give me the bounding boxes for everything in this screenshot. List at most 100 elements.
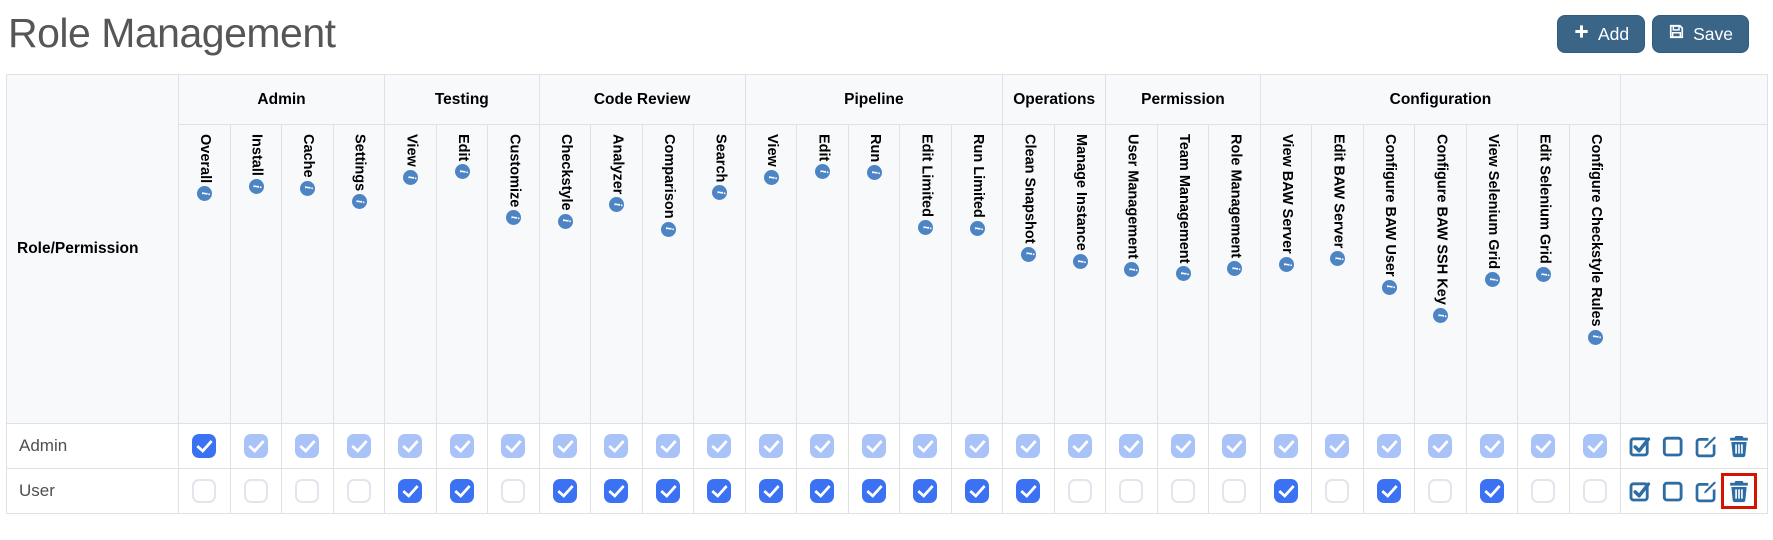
info-icon[interactable]: i [712, 185, 728, 201]
checkbox-unchecked-install[interactable] [243, 479, 268, 503]
info-icon[interactable]: i [1021, 246, 1037, 262]
toolbar: Add Save [1556, 15, 1749, 53]
permission-cell [1362, 468, 1416, 514]
check-all-check-square-icon[interactable] [1628, 434, 1652, 458]
column-label: Installi [248, 134, 265, 194]
column-label: Overalli [196, 134, 213, 202]
info-icon[interactable]: i [815, 164, 831, 180]
checkbox-unchecked-settings[interactable] [346, 479, 371, 503]
edit-pencil-square-icon[interactable] [1694, 479, 1718, 503]
checkbox-checked-analyzer[interactable] [604, 479, 629, 503]
edit-pencil-square-icon[interactable] [1694, 434, 1718, 458]
checkbox-unchecked-customize[interactable] [501, 479, 526, 503]
checkbox-checked-edit[interactable] [449, 479, 474, 503]
checkbox-unchecked-cache[interactable] [295, 479, 320, 503]
permission-cell [641, 423, 695, 469]
checkbox-checked-view-selenium-grid[interactable] [1479, 479, 1504, 503]
checkbox-checked-run [861, 434, 886, 458]
row-actions [1620, 468, 1769, 514]
info-icon[interactable]: i [1433, 307, 1449, 323]
checkbox-checked-view[interactable] [758, 479, 783, 503]
checkbox-checked-view-baw-server[interactable] [1273, 479, 1298, 503]
checkbox-checked-view[interactable] [398, 479, 423, 503]
permission-cell [1053, 423, 1107, 469]
checkbox-checked-edit-limited[interactable] [913, 479, 938, 503]
info-icon[interactable]: i [1072, 253, 1088, 269]
checkbox-checked-overall[interactable] [192, 434, 217, 458]
info-icon[interactable]: i [506, 210, 522, 226]
permission-cell [281, 468, 334, 514]
checkbox-checked-run-limited[interactable] [964, 479, 989, 503]
info-icon[interactable]: i [557, 213, 573, 229]
checkbox-checked-edit[interactable] [810, 479, 835, 503]
info-icon[interactable]: i [300, 180, 316, 196]
checkbox-checked-view-baw-server [1273, 434, 1298, 458]
info-icon[interactable]: i [197, 186, 213, 202]
check-all-check-square-icon[interactable] [1628, 479, 1652, 503]
info-icon[interactable]: i [969, 220, 985, 236]
checkbox-unchecked-role-management[interactable] [1222, 479, 1247, 503]
permission-cell [1105, 468, 1158, 514]
info-icon[interactable]: i [609, 197, 625, 213]
checkbox-unchecked-user-management[interactable] [1119, 479, 1144, 503]
checkbox-unchecked-overall[interactable] [192, 479, 217, 503]
info-icon[interactable]: i [763, 169, 779, 185]
column-label: Configure BAW SSH Keyi [1432, 134, 1449, 323]
delete-trash-icon[interactable] [1727, 434, 1751, 458]
column-header-user-management: User Managementi [1105, 124, 1158, 424]
column-label: Cachei [299, 134, 316, 196]
delete-trash-icon[interactable] [1721, 473, 1758, 509]
info-icon[interactable]: i [1124, 261, 1140, 277]
uncheck-all-square-icon[interactable] [1661, 479, 1685, 503]
info-icon[interactable]: i [1278, 256, 1294, 272]
permission-cell [538, 468, 592, 514]
checkbox-checked-checkstyle[interactable] [552, 479, 577, 503]
column-label: Role Managementi [1226, 134, 1243, 277]
checkbox-checked-configure-baw-ssh-key [1428, 434, 1453, 458]
info-icon[interactable]: i [1536, 266, 1552, 282]
permission-cell [847, 468, 901, 514]
permission-cell [590, 468, 643, 514]
save-button[interactable]: Save [1652, 15, 1749, 53]
checkbox-unchecked-configure-baw-ssh-key[interactable] [1428, 479, 1453, 503]
info-icon[interactable]: i [454, 164, 470, 180]
permission-cell [1002, 423, 1055, 469]
checkbox-checked-clean-snapshot[interactable] [1016, 479, 1041, 503]
column-label: Run Limitedi [969, 134, 986, 236]
info-icon[interactable]: i [1381, 279, 1397, 295]
column-label: Settingsi [351, 134, 368, 210]
group-header-operations: Operations [1002, 74, 1107, 125]
info-icon[interactable]: i [1587, 329, 1603, 345]
checkbox-checked-run[interactable] [861, 479, 886, 503]
info-icon[interactable]: i [403, 169, 419, 185]
checkbox-checked-role-management [1222, 434, 1247, 458]
checkbox-unchecked-configure-checkstyle-rules[interactable] [1582, 479, 1607, 503]
info-icon[interactable]: i [866, 165, 882, 181]
uncheck-all-square-icon[interactable] [1661, 434, 1685, 458]
info-icon[interactable]: i [1330, 251, 1346, 267]
info-icon[interactable]: i [1175, 266, 1191, 282]
checkbox-unchecked-edit-selenium-grid[interactable] [1531, 479, 1556, 503]
corner-label: Role/Permission [6, 74, 179, 424]
info-icon[interactable]: i [351, 194, 367, 210]
info-icon[interactable]: i [248, 178, 264, 194]
checkbox-checked-customize [501, 434, 526, 458]
column-header-role-management: Role Managementi [1208, 124, 1261, 424]
info-icon[interactable]: i [1484, 272, 1500, 288]
checkbox-unchecked-team-management[interactable] [1170, 479, 1195, 503]
add-button[interactable]: Add [1556, 15, 1646, 53]
checkbox-checked-edit [449, 434, 474, 458]
checkbox-checked-configure-baw-user[interactable] [1376, 479, 1401, 503]
info-icon[interactable]: i [1227, 261, 1243, 277]
info-icon[interactable]: i [918, 219, 934, 235]
checkbox-checked-search[interactable] [707, 479, 732, 503]
column-header-edit-baw-server: Edit BAW Serveri [1311, 124, 1364, 424]
save-button-label: Save [1693, 23, 1733, 44]
checkbox-unchecked-manage-instance[interactable] [1067, 479, 1092, 503]
column-label: Comparisoni [660, 134, 677, 237]
checkbox-checked-edit-baw-server [1325, 434, 1350, 458]
checkbox-checked-comparison[interactable] [655, 479, 680, 503]
checkbox-unchecked-edit-baw-server[interactable] [1325, 479, 1350, 503]
info-icon[interactable]: i [660, 221, 676, 237]
column-label: Searchi [711, 134, 728, 201]
